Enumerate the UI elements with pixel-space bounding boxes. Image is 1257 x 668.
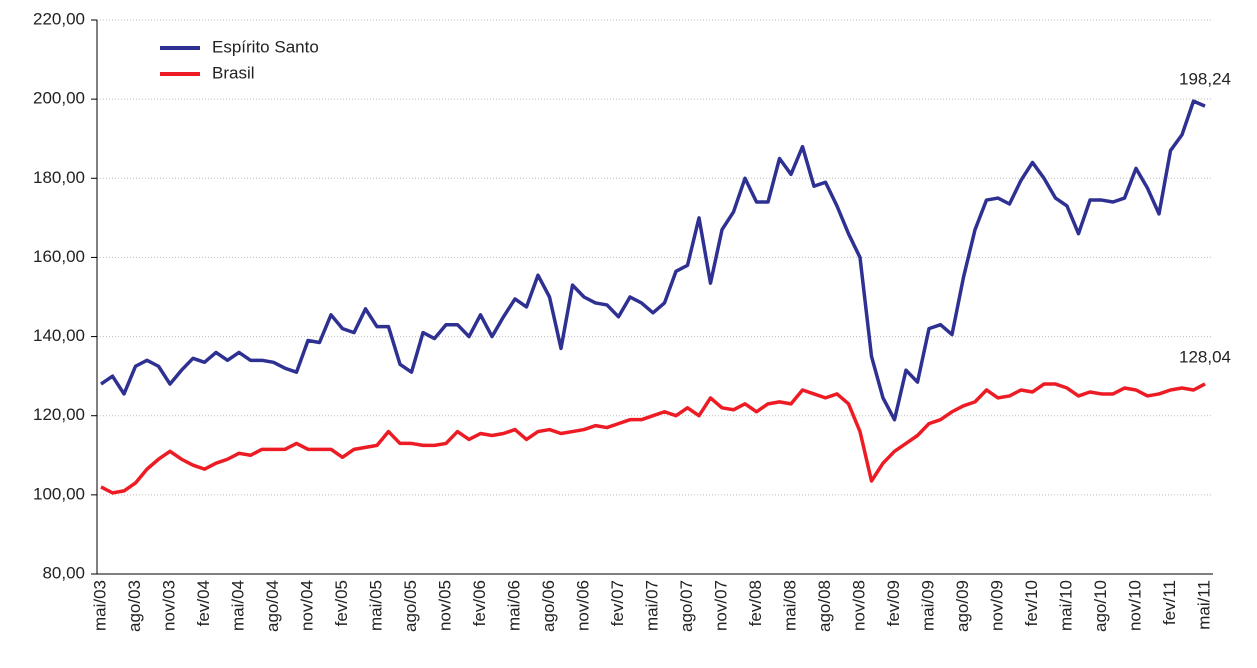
x-tick-label: ago/03 <box>125 580 144 632</box>
value-label: 128,04 <box>1179 347 1231 366</box>
x-tick-label: fev/08 <box>746 580 765 626</box>
x-tick-label: nov/04 <box>297 580 316 631</box>
x-tick-label: nov/03 <box>159 580 178 631</box>
x-tick-label: fev/06 <box>470 580 489 626</box>
series-line <box>100 382 1206 495</box>
x-tick-label: ago/05 <box>401 580 420 632</box>
x-tick-label: nov/07 <box>711 580 730 631</box>
x-tick-label: mai/06 <box>504 580 523 631</box>
series-line <box>100 99 1206 422</box>
legend-label: Brasil <box>212 63 255 82</box>
x-tick-label: ago/04 <box>263 580 282 632</box>
x-tick-label: fev/11 <box>1160 580 1179 625</box>
x-tick-label: fev/05 <box>332 580 351 626</box>
x-tick-label: mai/10 <box>1056 580 1075 631</box>
y-tick-label: 200,00 <box>33 89 85 108</box>
y-tick-label: 220,00 <box>33 9 85 28</box>
legend-label: Espírito Santo <box>212 37 319 56</box>
x-tick-label: ago/10 <box>1091 580 1110 632</box>
x-tick-label: mai/08 <box>780 580 799 631</box>
x-tick-label: mai/05 <box>366 580 385 631</box>
y-tick-label: 100,00 <box>33 484 85 503</box>
x-tick-label: mai/04 <box>228 580 247 631</box>
x-tick-label: nov/05 <box>435 580 454 631</box>
x-tick-label: ago/09 <box>953 580 972 632</box>
y-tick-label: 80,00 <box>42 563 85 582</box>
x-tick-label: mai/07 <box>642 580 661 631</box>
x-tick-label: fev/09 <box>884 580 903 626</box>
y-tick-label: 140,00 <box>33 326 85 345</box>
x-tick-label: mai/03 <box>90 580 109 631</box>
x-tick-label: mai/09 <box>918 580 937 631</box>
x-tick-label: nov/08 <box>849 580 868 631</box>
x-tick-label: fev/07 <box>608 580 627 626</box>
y-tick-label: 160,00 <box>33 247 85 266</box>
y-tick-label: 120,00 <box>33 405 85 424</box>
value-label: 198,24 <box>1179 70 1231 89</box>
x-tick-label: ago/07 <box>677 580 696 632</box>
x-tick-label: nov/06 <box>573 580 592 631</box>
x-tick-label: mai/11 <box>1194 580 1213 630</box>
x-tick-label: ago/06 <box>539 580 558 632</box>
x-tick-label: ago/08 <box>815 580 834 632</box>
x-tick-label: nov/09 <box>987 580 1006 631</box>
x-tick-label: nov/10 <box>1125 580 1144 631</box>
x-tick-label: fev/10 <box>1022 580 1041 626</box>
y-tick-label: 180,00 <box>33 168 85 187</box>
x-tick-label: fev/04 <box>194 580 213 626</box>
